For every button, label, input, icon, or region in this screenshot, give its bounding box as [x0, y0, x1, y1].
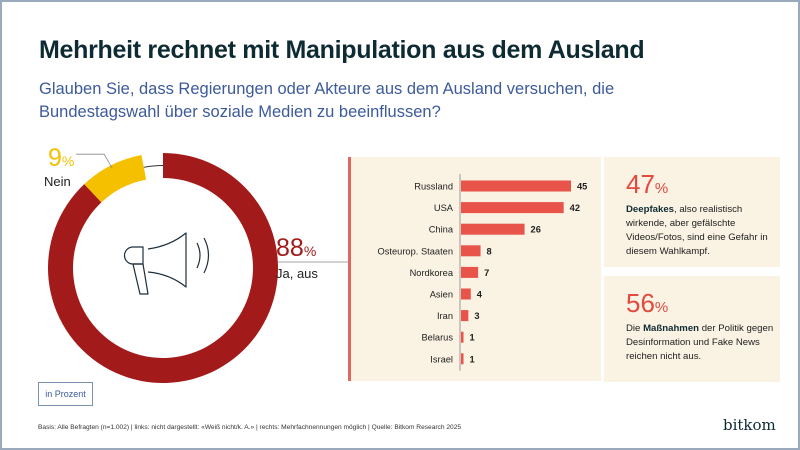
bar-iran: [461, 310, 469, 322]
deepfakes-text-after: , also realistisch wirkende, aber gefäls…: [626, 204, 768, 257]
bar-category-label: Asien: [430, 290, 453, 300]
country-bar-chart: Russland 45 USA 42 China 26 Osteurop. Staaten 8…: [378, 174, 587, 371]
bar-category-label: Israel: [430, 354, 453, 364]
bar-nordkorea: [461, 266, 479, 278]
bar-value-label: 4: [477, 290, 483, 300]
bar-russland: [461, 180, 571, 192]
no-value: 9: [48, 144, 62, 172]
bar-value-label: 1: [470, 354, 475, 364]
bar-belarus: [461, 331, 464, 343]
bar-value-label: 26: [531, 225, 541, 235]
deepfakes-text-bold: Deepfakes: [626, 204, 674, 215]
no-percentage: 9%: [48, 146, 74, 171]
measures-text-after: der Politik gegen Desinformation und Fak…: [626, 323, 774, 362]
bar-category-label: Russland: [414, 182, 453, 192]
yes-label: Ja, aus: [276, 266, 318, 281]
bar-osteurop-staaten: [461, 245, 481, 257]
deepfakes-percent-sign: %: [654, 180, 669, 197]
bar-category-label: USA: [434, 203, 454, 213]
bar-category-label: China: [429, 225, 454, 235]
donut-slice-yes: [48, 153, 278, 383]
no-percent-sign: %: [61, 153, 75, 169]
bar-china: [461, 223, 525, 235]
megaphone-icon: [123, 232, 210, 295]
measures-percentage: 56%: [626, 290, 668, 316]
bar-category-label: Nordkorea: [410, 268, 454, 278]
leader-line-no: [76, 153, 113, 169]
bar-value-label: 42: [570, 203, 580, 213]
unit-label-box: in Prozent: [38, 382, 93, 406]
bar-value-label: 45: [577, 182, 587, 192]
measures-percent-sign: %: [654, 299, 669, 316]
bar-israel: [461, 353, 464, 365]
measures-value: 56: [626, 288, 655, 318]
deepfakes-text: Deepfakes, also realistisch wirkende, ab…: [626, 203, 776, 259]
bitkom-logo: bitkom: [723, 416, 776, 434]
bar-asien: [461, 288, 471, 300]
bar-value-label: 7: [484, 268, 489, 278]
bar-value-label: 8: [487, 246, 492, 256]
no-label: Nein: [44, 174, 71, 189]
bar-category-label: Osteurop. Staaten: [378, 246, 453, 256]
country-bar-panel: Russland 45 USA 42 China 26 Osteurop. Staaten 8…: [348, 157, 601, 381]
bar-value-label: 3: [474, 311, 479, 321]
question-subtitle: Glauben Sie, dass Regierungen oder Akteu…: [39, 80, 615, 121]
measures-text-bold: Maßnahmen: [643, 323, 700, 334]
footnote: Basis: Alle Befragten (n=1.002) | links:…: [38, 424, 462, 431]
yes-value: 88: [276, 234, 304, 262]
bar-category-label: Iran: [437, 311, 453, 321]
bar-category-label: Belarus: [421, 333, 453, 343]
donut-slice-no: [84, 155, 147, 203]
page-title: Mehrheit rechnet mit Manipulation aus de…: [39, 36, 645, 64]
bar-value-label: 1: [470, 333, 475, 343]
yes-percentage: 88%: [276, 236, 316, 261]
deepfakes-percentage: 47%: [626, 171, 668, 197]
measures-text-before: Die: [626, 323, 644, 334]
measures-stat-card: 56% Die Maßnahmen der Politik gegen Desi…: [604, 276, 780, 382]
deepfakes-stat-card: 47% Deepfakes, also realistisch wirkende…: [604, 157, 780, 267]
bar-usa: [461, 202, 564, 214]
deepfakes-value: 47: [626, 169, 655, 199]
donut-gap-line: [143, 165, 164, 168]
yes-percent-sign: %: [303, 243, 317, 259]
measures-text: Die Maßnahmen der Politik gegen Desinfor…: [626, 322, 776, 364]
